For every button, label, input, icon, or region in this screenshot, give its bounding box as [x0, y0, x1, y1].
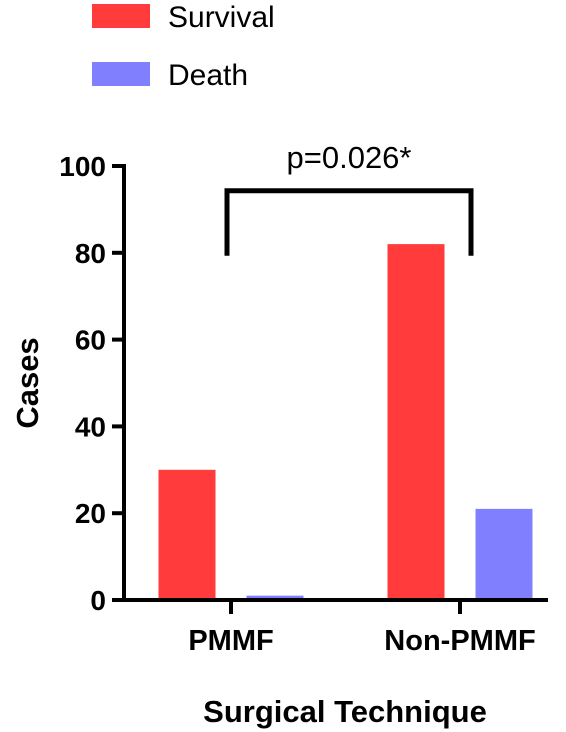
legend-swatch-survival [92, 4, 150, 28]
legend: Survival Death [92, 1, 275, 92]
y-ticks: 0 20 40 60 80 100 [59, 151, 124, 616]
x-tick-label: PMMF [188, 625, 273, 657]
bars [158, 244, 533, 600]
p-value-label: p=0.026* [287, 140, 412, 175]
legend-label-survival: Survival [168, 1, 275, 34]
bar-death-pmmf [246, 595, 304, 600]
bar-death-non-pmmf [475, 508, 533, 600]
y-tick-label: 80 [75, 238, 106, 269]
significance-annotation: p=0.026* [224, 140, 474, 256]
x-tick-label: Non-PMMF [384, 625, 535, 657]
bar-survival-non-pmmf [387, 244, 445, 600]
y-tick-label: 40 [75, 411, 106, 442]
x-axis-title: Surgical Technique [203, 694, 487, 729]
x-ticks: PMMF Non-PMMF [188, 600, 536, 657]
bar-survival-pmmf [158, 469, 216, 600]
axes [122, 164, 548, 602]
y-tick-label: 60 [75, 325, 106, 356]
y-tick-label: 20 [75, 498, 106, 529]
significance-bracket [224, 188, 474, 256]
legend-label-death: Death [168, 59, 248, 92]
y-axis-title: Cases [10, 337, 45, 428]
y-tick-label: 0 [90, 585, 106, 616]
y-tick-label: 100 [59, 151, 106, 182]
legend-swatch-death [92, 62, 150, 86]
